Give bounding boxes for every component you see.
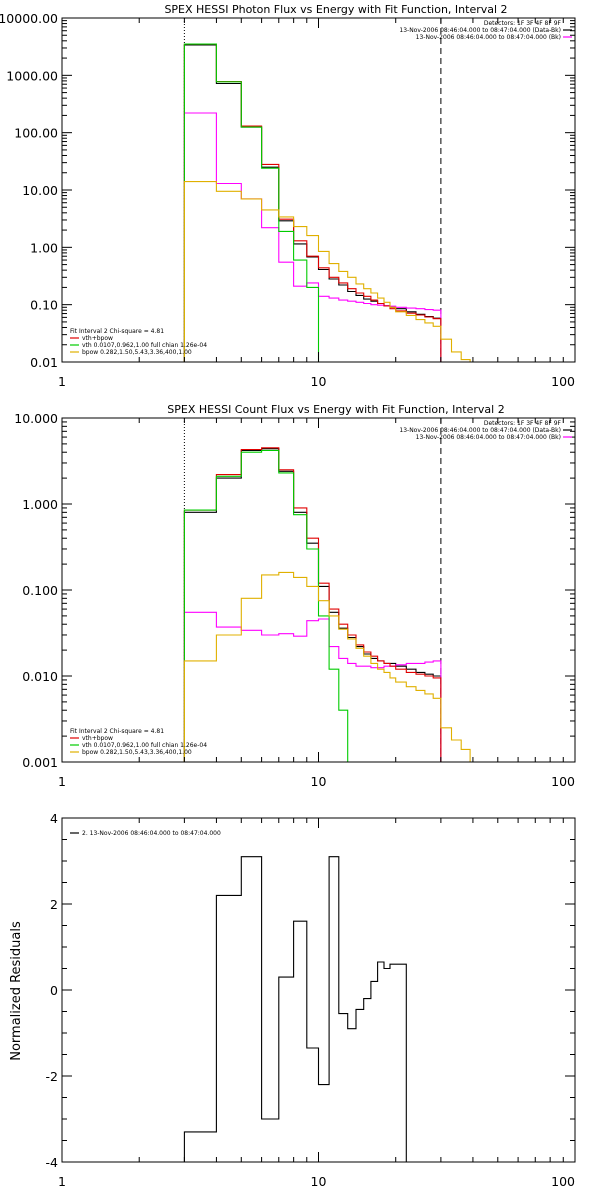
series-line-3-vth — [183, 449, 356, 762]
legend-entry: vth 0.0107,0.962,1.00 full chian 1.26e-0… — [82, 742, 207, 749]
legend-entry: 13-Nov-2006 08:46:04.000 to 08:47:04.000… — [399, 27, 561, 34]
x-tick-label: 10 — [311, 774, 327, 789]
photon-flux-title: SPEX HESSI Photon Flux vs Energy with Fi… — [164, 3, 507, 16]
series-line-2-vth-bpow — [183, 43, 442, 362]
legend-entry: 13-Nov-2006 08:46:04.000 to 08:47:04.000… — [416, 434, 561, 441]
x-tick-label: 1 — [58, 374, 66, 389]
legend-entry: Detectors: 1F 3F 4F 8F 9F — [484, 20, 562, 27]
legend-entry: Detectors: 1F 3F 4F 8F 9F — [484, 420, 562, 427]
x-tick-label: 1 — [58, 774, 66, 789]
legend-entry: 13-Nov-2006 08:46:04.000 to 08:47:04.000… — [399, 427, 561, 434]
legend-entry: Fit Interval 2 Chi-square = 4.81 — [70, 328, 164, 335]
y-tick-label: 1.00 — [30, 240, 58, 255]
legend-entry: 13-Nov-2006 08:46:04.000 to 08:47:04.000… — [416, 34, 561, 41]
y-tick-label: -2 — [46, 1069, 58, 1084]
y-tick-label: 10.000 — [14, 411, 58, 426]
y-tick-label: -4 — [46, 1155, 59, 1170]
x-tick-label: 10 — [311, 1174, 327, 1189]
series-line-1-13-nov-2006-08-46-04-000 — [183, 611, 442, 762]
series-line-3-vth — [183, 43, 330, 362]
y-tick-label: 0.010 — [22, 669, 58, 684]
count-flux-title: SPEX HESSI Count Flux vs Energy with Fit… — [167, 403, 504, 416]
y-tick-label: 0.001 — [22, 755, 58, 770]
y-tick-label: 2 — [50, 897, 58, 912]
x-tick-label: 10 — [311, 374, 327, 389]
series-line-4-bpow — [183, 571, 479, 762]
y-tick-label: 10000.00 — [0, 11, 58, 26]
legend-entry: vth 0.0107,0.962,1.00 full chian 1.26e-0… — [82, 342, 207, 349]
residuals-y-axis-label: Normalized Residuals — [9, 921, 24, 1061]
legend-entry: 2. 13-Nov-2006 08:46:04.000 to 08:47:04.… — [82, 830, 221, 837]
x-tick-label: 1 — [58, 1174, 66, 1189]
series-line-0-2-13-nov-2006-08-46-04-0 — [183, 856, 407, 1162]
y-tick-label: 100.00 — [14, 126, 58, 141]
y-tick-label: 0.100 — [22, 583, 58, 598]
x-tick-label: 100 — [551, 1174, 575, 1189]
series-group — [183, 43, 479, 362]
series-line-4-bpow — [183, 181, 479, 362]
legend-entry: bpow 0.282,1.50,5.43,3.36,400,1.00 — [82, 349, 192, 356]
x-tick-label: 100 — [551, 374, 575, 389]
y-tick-label: 0 — [50, 983, 58, 998]
photon-flux-panel: SPEX HESSI Photon Flux vs Energy with Fi… — [0, 3, 576, 389]
legend-entry: Fit Interval 2 Chi-square = 4.81 — [70, 728, 164, 735]
count-flux-panel: SPEX HESSI Count Flux vs Energy with Fit… — [14, 403, 576, 789]
y-tick-label: 0.10 — [30, 298, 58, 313]
y-tick-label: 1.000 — [22, 497, 58, 512]
series-group — [183, 856, 407, 1162]
y-tick-label: 10.00 — [22, 183, 58, 198]
x-tick-label: 100 — [551, 774, 575, 789]
legend-entry: bpow 0.282,1.50,5.43,3.36,400,1.00 — [82, 749, 192, 756]
series-line-1-13-nov-2006-08-46-04-000 — [183, 112, 442, 362]
series-group — [183, 447, 479, 762]
y-tick-label: 1000.00 — [6, 68, 58, 83]
y-tick-label: 4 — [50, 811, 58, 826]
legend-entry: vth+bpow — [82, 735, 113, 742]
legend-entry: vth+bpow — [82, 335, 113, 342]
residuals-panel: Normalized Residuals 1 10 100 -4 -2 0 2 4 2. 13-… — [9, 811, 576, 1189]
y-tick-label: 0.01 — [30, 355, 58, 370]
